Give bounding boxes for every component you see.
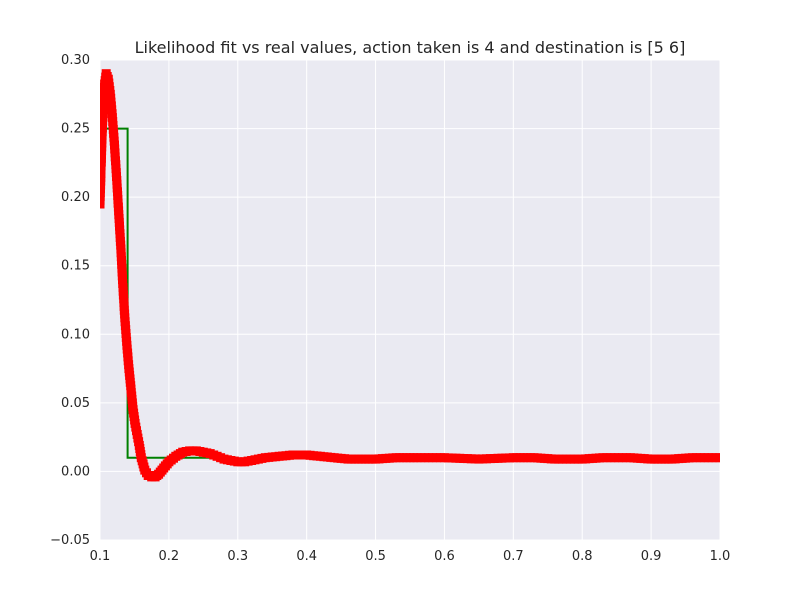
x-tick-label: 0.2	[159, 549, 180, 564]
grid-lines	[99, 59, 721, 541]
y-tick-label: 0.20	[61, 190, 90, 205]
x-tick-label: 0.4	[296, 549, 317, 564]
x-tick-label: 0.5	[365, 549, 386, 564]
y-tick-label: −0.05	[50, 533, 90, 548]
y-tick-label: 0.00	[61, 464, 90, 479]
y-tick-label: 0.30	[61, 53, 90, 68]
plot-background	[100, 60, 720, 540]
x-tick-label: 1.0	[710, 549, 731, 564]
x-tick-label: 0.3	[227, 549, 248, 564]
y-tick-label: 0.15	[61, 259, 90, 274]
chart-title: Likelihood fit vs real values, action ta…	[135, 38, 686, 57]
x-tick-label: 0.8	[572, 549, 593, 564]
y-tick-label: 0.10	[61, 327, 90, 342]
y-tick-label: 0.25	[61, 122, 90, 137]
y-tick-label: 0.05	[61, 396, 90, 411]
series-layer	[100, 69, 720, 482]
x-tick-label: 0.7	[503, 549, 524, 564]
x-tick-label: 0.6	[434, 549, 455, 564]
axis-tick-labels: 0.1 0.2 0.3 0.4 0.5 0.6 0.7 0.8 0.9 1.0 −0.05 0.00 0…	[50, 53, 730, 564]
fit-marker	[715, 453, 720, 463]
x-tick-label: 0.1	[90, 549, 111, 564]
x-tick-label: 0.9	[641, 549, 662, 564]
